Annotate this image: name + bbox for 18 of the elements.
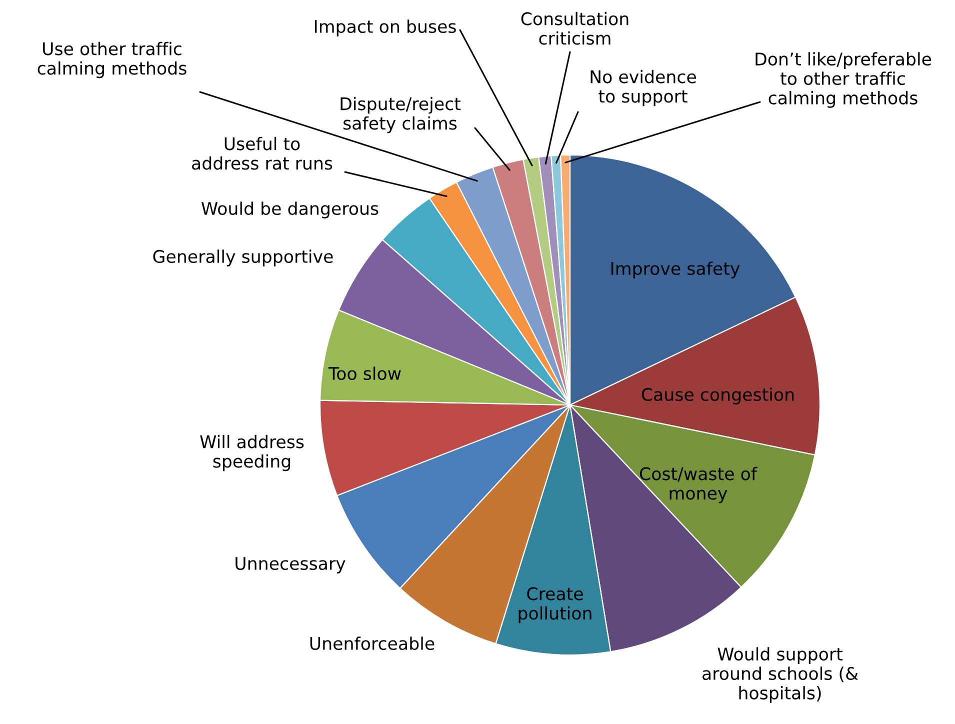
slice-label: Generally supportive xyxy=(153,250,333,266)
slice-label: Cause congestion xyxy=(642,388,794,404)
slice-label: No evidence to support xyxy=(590,70,696,106)
slice-label: Will address speeding xyxy=(200,434,304,472)
slice-label: Dispute/reject safety claims xyxy=(340,96,461,134)
slice-label: Useful to address rat runs xyxy=(192,136,332,170)
slice-label: Consultation criticism xyxy=(521,12,628,45)
slice-label: Too slow xyxy=(328,366,401,380)
slice-label: Impact on buses xyxy=(314,20,456,36)
slice-label: Unnecessary xyxy=(236,557,346,574)
slice-label: Would support around schools (& hospitals) xyxy=(702,647,858,703)
slice-label: Use other traffic calming methods xyxy=(38,42,186,78)
slice-label: Would be dangerous xyxy=(202,202,378,218)
slice-label: Don’t like/preferable to other traffic calming methods xyxy=(756,52,932,108)
slice-label: Cost/waste of money xyxy=(640,466,758,504)
slice-label: Create pollution xyxy=(518,587,592,624)
slice-label: Unenforceable xyxy=(310,636,434,650)
slice-label: Improve safety xyxy=(611,262,740,278)
